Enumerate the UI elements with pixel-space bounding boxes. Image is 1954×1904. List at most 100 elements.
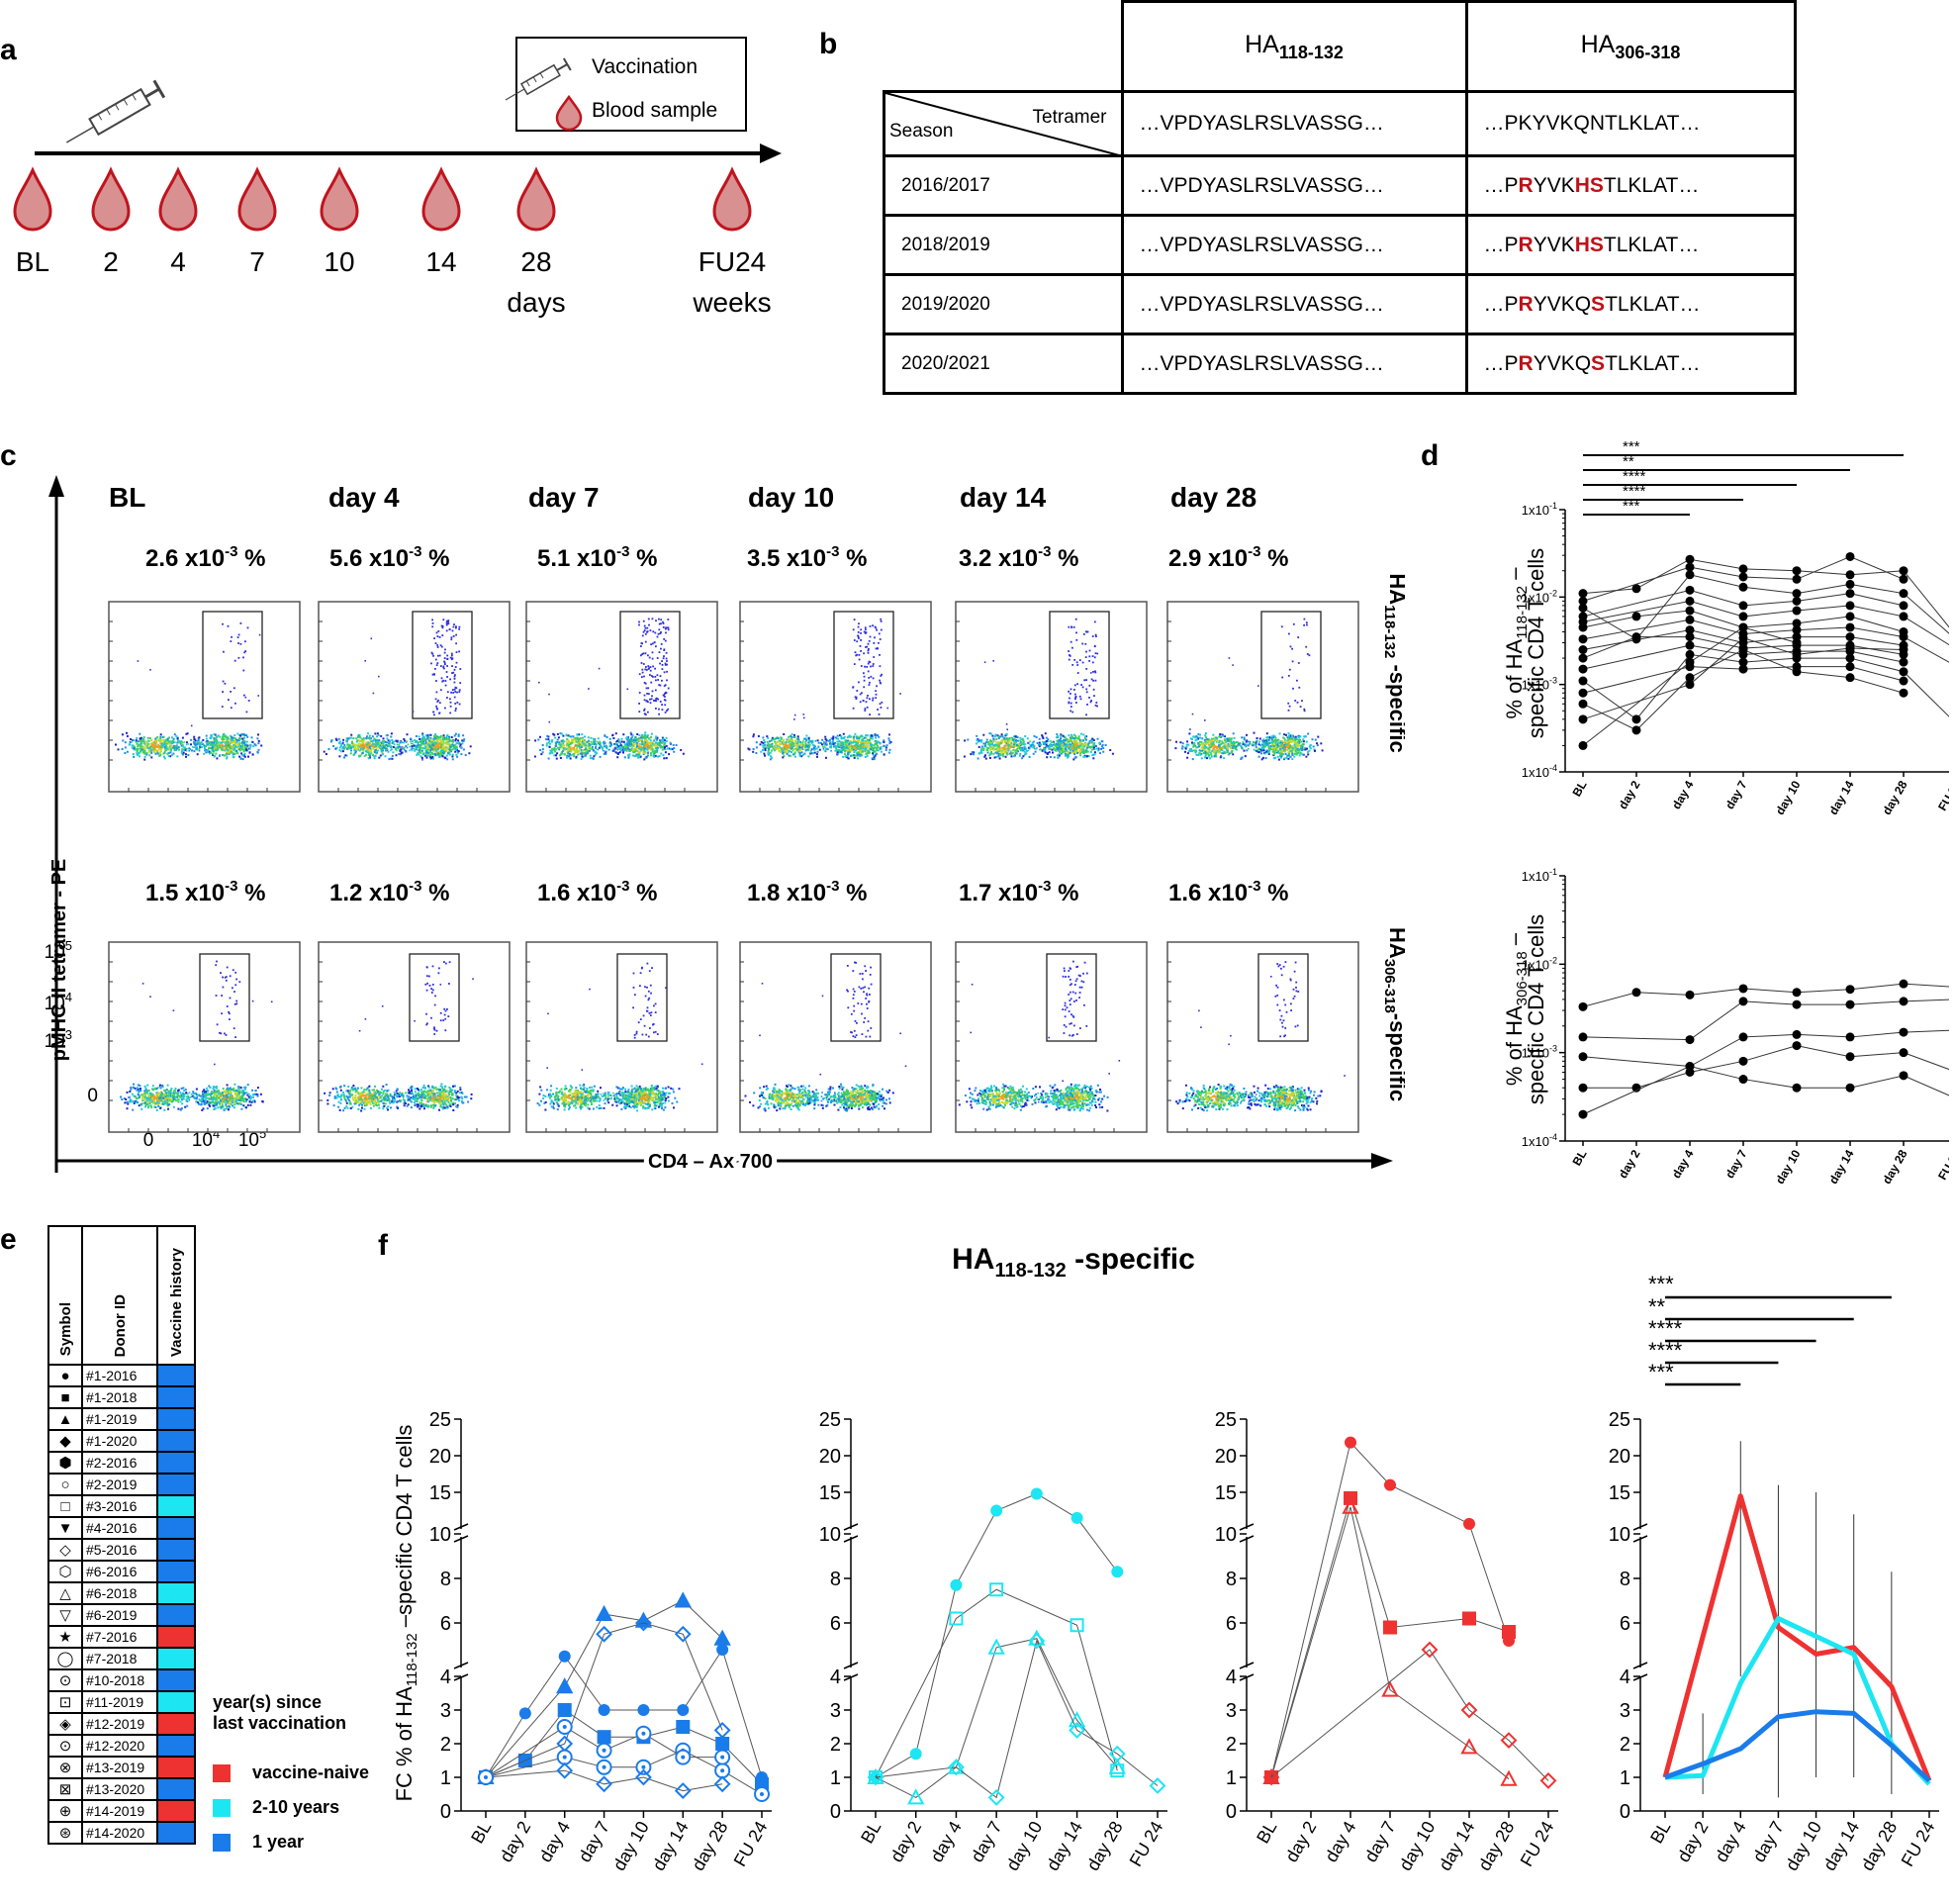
flow-event	[967, 739, 969, 741]
flow-event	[390, 745, 392, 747]
flow-event	[241, 746, 243, 748]
flow-event	[1045, 732, 1047, 734]
flow-event	[391, 749, 393, 751]
flow-event	[817, 739, 819, 741]
gate-event	[876, 629, 878, 631]
flow-event	[1285, 757, 1287, 759]
flow-event	[430, 757, 432, 759]
flow-event	[585, 748, 587, 750]
flow-event	[649, 745, 651, 747]
flow-event	[1008, 749, 1010, 751]
flow-event	[159, 754, 161, 756]
flow-event	[460, 746, 462, 748]
flow-event	[134, 749, 136, 751]
flow-event	[133, 756, 135, 758]
flow-event	[885, 749, 887, 751]
flow-event	[653, 756, 655, 758]
flow-event	[445, 749, 447, 751]
gate-event	[875, 690, 877, 692]
flow-event	[191, 725, 193, 727]
flow-event	[858, 739, 860, 741]
flow-event	[215, 753, 217, 755]
flow-event	[1097, 738, 1099, 740]
gate-event	[878, 642, 880, 644]
gate-event	[655, 680, 657, 682]
flow-event	[807, 755, 809, 757]
flow-event	[615, 732, 617, 734]
gate-event	[880, 675, 882, 677]
gate-event	[644, 695, 646, 697]
flow-event	[1094, 753, 1096, 755]
flow-event	[1087, 742, 1089, 744]
gate-event	[664, 699, 666, 701]
flow-event	[817, 751, 819, 753]
flow-event	[375, 742, 377, 744]
season-cell: 2019/2020	[884, 275, 1123, 334]
c-pct: 1.8 x10-3 %	[747, 878, 867, 906]
flow-event	[161, 744, 163, 746]
flow-event	[1093, 745, 1095, 747]
flow-event	[604, 743, 605, 745]
flow-event	[571, 742, 573, 744]
flow-event	[245, 744, 247, 746]
flow-event	[814, 752, 816, 754]
flow-event	[878, 749, 880, 751]
flow-event	[626, 742, 628, 744]
flow-event	[245, 697, 247, 699]
gate-event	[242, 657, 244, 659]
flow-event	[178, 749, 180, 751]
flow-event	[866, 753, 868, 755]
flow-plot	[1167, 602, 1358, 792]
flow-event	[186, 748, 188, 750]
flow-event	[874, 758, 876, 760]
flow-event	[1204, 734, 1206, 736]
blood-drop-icon	[239, 170, 275, 230]
flow-event	[984, 661, 986, 663]
flow-event	[563, 753, 565, 755]
flow-event	[576, 751, 578, 753]
flow-event	[452, 741, 454, 743]
c-ytick: 0	[87, 1086, 98, 1106]
flow-event	[223, 746, 225, 748]
flow-event	[860, 744, 862, 746]
gate-event	[1070, 626, 1072, 628]
flow-event	[221, 743, 223, 745]
gate-event	[458, 628, 460, 630]
gate-event	[452, 672, 454, 674]
flow-event	[981, 746, 983, 748]
gate-event	[854, 639, 856, 641]
c-pct: 1.6 x10-3 %	[537, 878, 657, 906]
flow-event	[1109, 749, 1111, 751]
gate-event	[645, 666, 647, 668]
flow-event	[986, 747, 988, 749]
flow-event	[147, 737, 149, 739]
flow-event	[444, 742, 446, 744]
flow-event	[392, 742, 394, 744]
flow-event	[209, 747, 211, 749]
flow-event	[878, 741, 880, 743]
flow-event	[593, 755, 595, 757]
c-pct: 1.7 x10-3 %	[959, 878, 1078, 906]
gate-event	[881, 707, 883, 709]
flow-event	[249, 744, 251, 746]
flow-event	[217, 748, 219, 750]
flow-event	[629, 749, 631, 751]
flow-event	[771, 750, 773, 752]
flow-event	[553, 734, 555, 736]
flow-event	[369, 755, 371, 757]
flow-event	[588, 740, 590, 742]
flow-event	[1016, 752, 1018, 754]
flow-event	[585, 744, 587, 746]
gate-event	[1092, 671, 1094, 673]
flow-event	[1024, 746, 1026, 748]
gate-event	[646, 700, 648, 702]
flow-event	[864, 745, 866, 747]
gate-event	[866, 631, 868, 633]
flow-event	[454, 735, 456, 737]
gate-event	[665, 640, 667, 642]
gate-event	[436, 664, 438, 666]
flow-event	[355, 737, 357, 739]
flow-event	[115, 744, 117, 746]
flow-event	[605, 735, 606, 737]
flow-event	[780, 750, 782, 752]
